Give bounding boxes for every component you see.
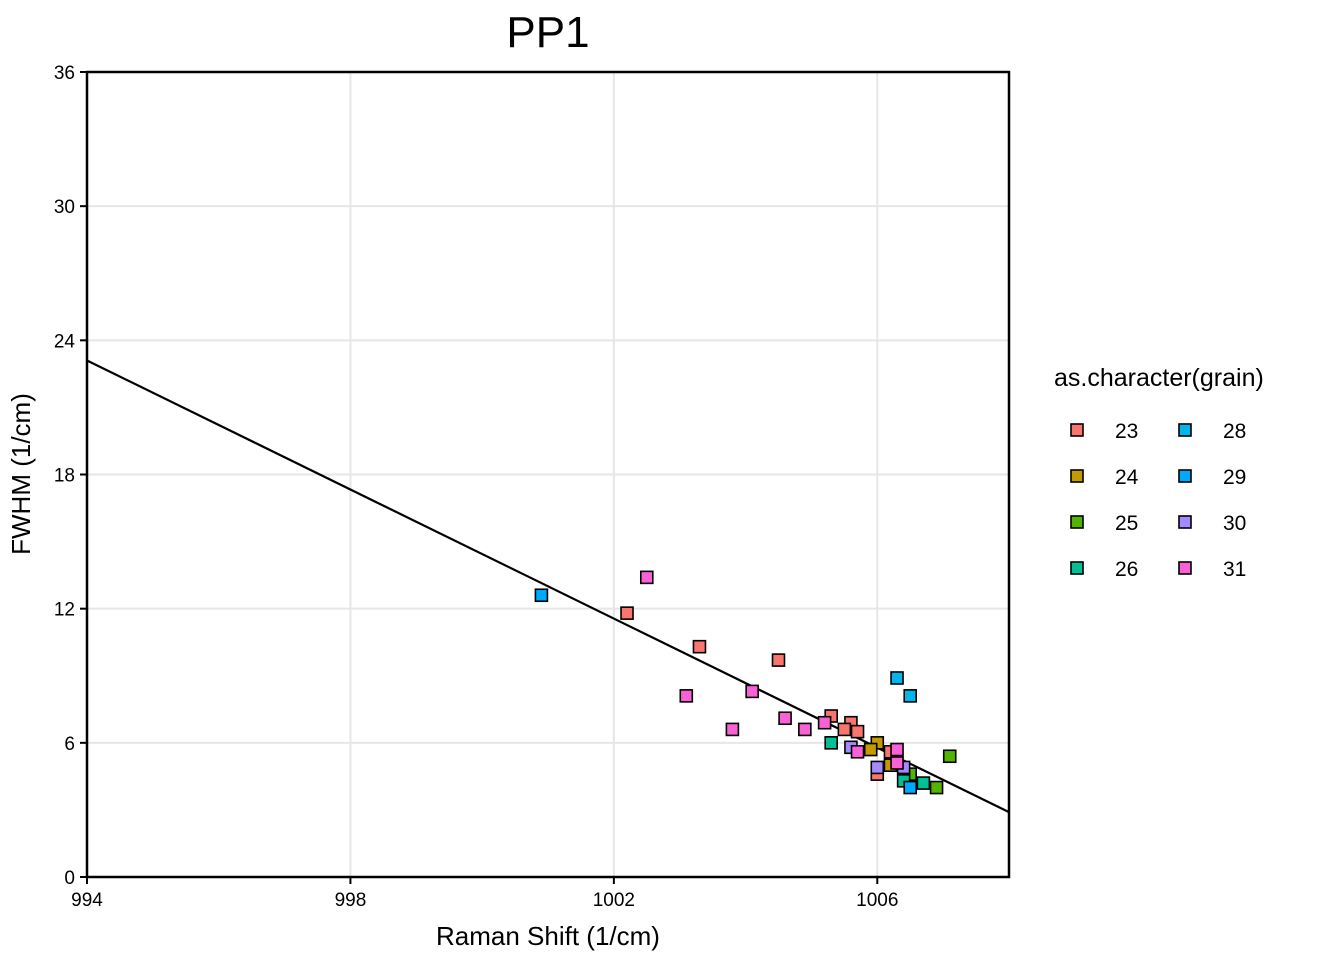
legend: as.character(grain) 23 24 25 26 28 29 30 31 <box>1054 364 1264 581</box>
y-tick-label-6: 36 <box>54 63 75 84</box>
point-grain-23-0 <box>620 606 634 620</box>
point-grain-31-0 <box>639 570 654 585</box>
point-grain-26-2 <box>916 776 931 790</box>
point-grain-31-4 <box>778 711 792 726</box>
legend-label-23: 23 <box>1115 420 1138 443</box>
legend-label-26: 26 <box>1115 558 1138 581</box>
legend-label-28: 28 <box>1223 420 1246 443</box>
x-axis-title: Raman Shift (1/cm) <box>436 921 660 951</box>
x-tick-label-0: 994 <box>71 890 103 911</box>
y-tick-label-0: 0 <box>64 868 75 889</box>
point-grain-31-8 <box>890 742 904 757</box>
x-tick-label-1: 998 <box>335 890 367 911</box>
point-grain-25-0 <box>942 749 957 764</box>
legend-title: as.character(grain) <box>1054 364 1264 392</box>
y-tick-label-5: 30 <box>54 197 75 218</box>
point-grain-31-1 <box>679 689 694 703</box>
x-tick-label-3: 1006 <box>856 890 898 911</box>
point-grain-26-0 <box>824 736 838 750</box>
y-axis-title: FWHM (1/cm) <box>6 393 36 555</box>
x-tick-label-2: 1002 <box>593 890 635 911</box>
point-grain-24-2 <box>863 742 878 757</box>
point-grain-31-3 <box>745 684 759 699</box>
data-points <box>534 570 957 795</box>
point-grain-30-1 <box>870 760 885 775</box>
point-grain-25-1 <box>929 780 944 795</box>
y-tick-label-4: 24 <box>54 331 76 352</box>
legend-label-29: 29 <box>1223 466 1246 489</box>
x-axis: 994 998 1002 1006 <box>71 877 898 911</box>
legend-key-23 <box>1070 423 1084 437</box>
point-grain-23-2 <box>771 653 786 667</box>
y-tick-label-3: 18 <box>54 466 75 487</box>
legend-key-28 <box>1178 423 1192 437</box>
point-grain-31-9 <box>890 756 904 770</box>
y-axis: 0 6 12 18 24 30 36 <box>54 63 87 889</box>
point-grain-31-2 <box>725 722 740 737</box>
point-grain-23-1 <box>692 639 707 654</box>
legend-key-30 <box>1178 515 1192 529</box>
legend-key-24 <box>1070 469 1084 483</box>
point-grain-31-6 <box>817 715 832 730</box>
chart-title: PP1 <box>506 8 589 57</box>
legend-key-31 <box>1178 561 1192 575</box>
point-grain-29-1 <box>903 780 918 795</box>
point-grain-29-0 <box>534 588 549 603</box>
y-tick-label-1: 6 <box>64 734 75 755</box>
point-grain-31-5 <box>798 722 812 737</box>
legend-label-30: 30 <box>1223 512 1246 535</box>
legend-key-26 <box>1070 561 1084 575</box>
point-grain-23-5 <box>850 724 865 739</box>
point-grain-23-6 <box>837 722 852 737</box>
y-tick-label-2: 12 <box>54 600 75 621</box>
legend-label-31: 31 <box>1223 558 1246 581</box>
legend-label-25: 25 <box>1115 512 1138 535</box>
point-grain-31-7 <box>850 744 865 759</box>
point-grain-28-1 <box>903 689 918 703</box>
point-grain-28-0 <box>890 671 904 685</box>
legend-key-25 <box>1070 515 1084 529</box>
legend-label-24: 24 <box>1115 466 1139 489</box>
legend-key-29 <box>1178 469 1192 483</box>
